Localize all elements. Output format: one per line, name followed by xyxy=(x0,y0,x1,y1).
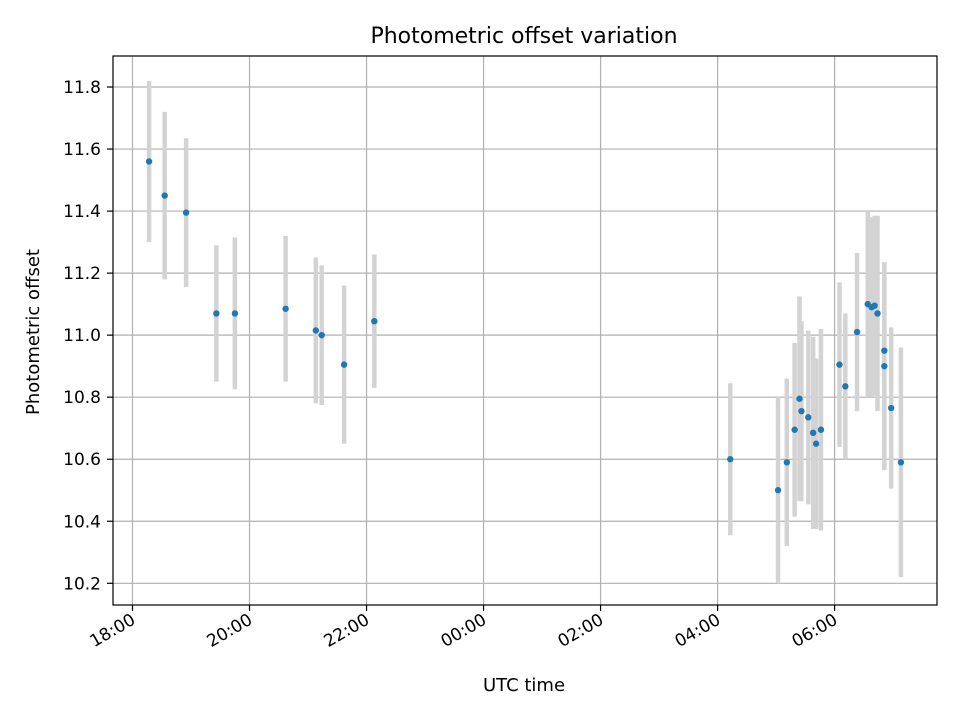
y-tick-label: 10.8 xyxy=(63,388,101,408)
data-point xyxy=(798,407,805,415)
data-point xyxy=(340,361,348,368)
data-point xyxy=(318,331,325,339)
data-point xyxy=(842,383,849,390)
y-tick-label: 11.4 xyxy=(63,202,101,222)
x-axis-label: UTC time xyxy=(483,675,565,696)
data-point xyxy=(727,456,734,463)
data-points xyxy=(145,158,905,494)
data-point xyxy=(881,347,888,354)
data-point xyxy=(182,209,190,216)
data-point xyxy=(817,426,825,433)
data-point xyxy=(805,414,812,421)
y-tick-label: 10.6 xyxy=(63,450,101,470)
data-point xyxy=(897,459,905,466)
y-tick-label: 11.6 xyxy=(63,140,101,160)
y-tick-label: 10.4 xyxy=(63,512,101,532)
data-point xyxy=(809,429,817,437)
data-point xyxy=(371,317,378,325)
plot-frame xyxy=(112,55,938,606)
data-point xyxy=(871,302,878,309)
data-point xyxy=(231,310,239,317)
data-point xyxy=(881,362,888,370)
data-point xyxy=(791,426,798,433)
data-point xyxy=(774,487,782,494)
data-point xyxy=(312,327,320,334)
data-point xyxy=(887,404,895,412)
data-point xyxy=(812,440,820,447)
y-axis-label: Photometric offset xyxy=(23,249,44,415)
data-point xyxy=(836,361,843,368)
y-tick-label: 11.0 xyxy=(63,326,101,346)
data-point xyxy=(161,192,168,199)
data-point xyxy=(145,158,153,165)
data-point xyxy=(282,305,289,312)
data-point xyxy=(796,395,803,402)
data-point xyxy=(783,459,791,466)
data-point xyxy=(874,310,881,317)
y-tick-label: 10.2 xyxy=(63,574,101,594)
data-point xyxy=(853,328,861,336)
data-point xyxy=(213,310,220,317)
y-tick-label: 11.8 xyxy=(63,78,101,98)
y-tick-label: 11.2 xyxy=(63,264,101,284)
chart-title: Photometric offset variation xyxy=(370,24,677,49)
